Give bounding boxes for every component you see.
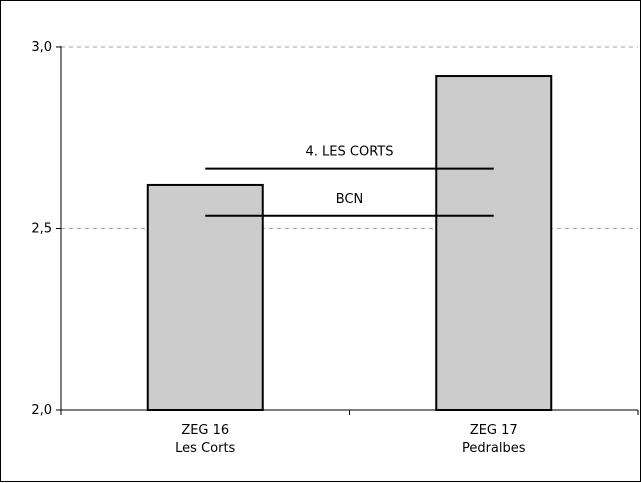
bar <box>435 75 553 411</box>
x-tick-label: Pedralbes <box>462 441 526 456</box>
y-tick-label: 2,5 <box>31 222 52 237</box>
x-tick-label: Les Corts <box>175 441 235 456</box>
x-tick-label: ZEG 17 <box>470 423 518 438</box>
bar <box>146 183 264 411</box>
x-tick-label: ZEG 16 <box>181 423 229 438</box>
y-tick-label: 2,0 <box>31 403 52 418</box>
y-tick-label: 3,0 <box>31 40 52 55</box>
reference-line-label: 4. LES CORTS <box>306 145 394 160</box>
reference-line-label: BCN <box>336 192 364 207</box>
